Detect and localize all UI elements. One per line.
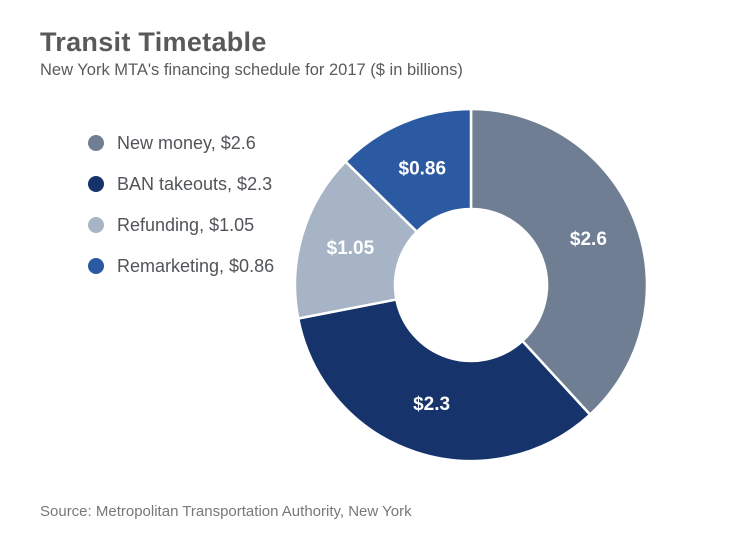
legend-item-new-money: New money, $2.6 bbox=[88, 132, 274, 153]
donut-slice-ban-takeouts bbox=[296, 298, 592, 463]
chart-title: Transit Timetable bbox=[40, 27, 267, 57]
legend-swatch-new-money bbox=[88, 135, 104, 151]
legend-item-remarketing: Remarketing, $0.86 bbox=[88, 255, 275, 276]
donut-slice-remarketing bbox=[344, 107, 473, 233]
legend: New money, $2.6 BAN takeouts, $2.3 Refun… bbox=[88, 132, 275, 298]
legend-label-refunding: Refunding, $1.05 bbox=[117, 214, 255, 235]
legend-item-ban-takeouts: BAN takeouts, $2.3 bbox=[88, 173, 274, 194]
legend-label-ban-takeouts: BAN takeouts, $2.3 bbox=[117, 173, 273, 194]
donut-slice-new-money bbox=[469, 107, 649, 416]
legend-item-refunding: Refunding, $1.05 bbox=[88, 214, 274, 235]
legend-swatch-refunding bbox=[88, 217, 104, 233]
donut-value-refunding: $1.05 bbox=[327, 238, 375, 259]
legend-label-new-money: New money, $2.6 bbox=[117, 132, 256, 153]
donut-value-remarketing: $0.86 bbox=[399, 158, 447, 179]
donut-value-new-money: $2.6 bbox=[570, 229, 607, 250]
legend-swatch-ban-takeouts bbox=[88, 176, 104, 192]
chart-subtitle: New York MTA's financing schedule for 20… bbox=[40, 61, 463, 79]
legend-label-remarketing: Remarketing, $0.86 bbox=[117, 255, 275, 276]
donut-value-ban-takeouts: $2.3 bbox=[413, 394, 450, 415]
legend-swatch-remarketing bbox=[88, 258, 104, 274]
source-note: Source: Metropolitan Transportation Auth… bbox=[40, 503, 412, 520]
donut-slice-refunding bbox=[293, 160, 419, 320]
